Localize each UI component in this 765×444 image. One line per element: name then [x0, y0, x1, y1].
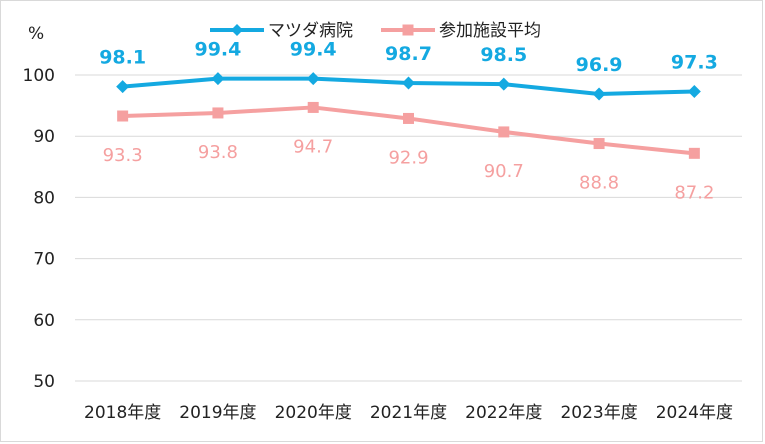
data-label: 99.4: [290, 39, 337, 61]
x-tick-label: 2021年度: [370, 403, 447, 423]
x-tick-label: 2023年度: [560, 403, 637, 423]
data-label: 88.8: [579, 173, 619, 194]
y-axis-unit-label: %: [28, 24, 44, 44]
data-label: 99.4: [194, 39, 241, 61]
data-point: [497, 77, 511, 91]
legend-marker: [402, 24, 414, 36]
data-label: 93.8: [198, 142, 238, 163]
data-point: [307, 101, 319, 113]
data-point: [688, 147, 700, 159]
data-label: 98.5: [480, 44, 527, 66]
data-label: 98.1: [99, 47, 146, 69]
x-tick-label: 2018年度: [84, 403, 161, 423]
gridlines: [75, 74, 742, 382]
data-point: [117, 110, 129, 122]
y-tick-label: 70: [33, 250, 55, 270]
y-tick-label: 80: [33, 188, 55, 208]
data-point: [592, 87, 606, 101]
y-tick-label: 50: [33, 372, 55, 392]
data-label: 87.2: [674, 182, 714, 203]
data-label: 93.3: [103, 145, 143, 166]
y-tick-label: 90: [33, 127, 55, 147]
y-tick-label: 60: [33, 311, 55, 331]
data-point: [212, 107, 224, 119]
data-label: 96.9: [576, 54, 623, 76]
legend: マツダ病院 参加施設平均: [210, 21, 541, 41]
legend-label: 参加施設平均: [439, 21, 541, 41]
axes: % 50 60 70 80 90 100 2018年度 2019年度 2020年度 2021年度 2…: [23, 24, 733, 423]
data-point: [306, 72, 320, 86]
data-point: [402, 76, 415, 90]
data-label: 98.7: [385, 43, 432, 65]
data-labels: 98.1 99.4 99.4 98.7 98.5 96.9 97.3 93.3 93.8 94.7…: [99, 39, 718, 204]
data-point: [498, 126, 510, 138]
x-tick-label: 2019年度: [179, 403, 256, 423]
data-label: 94.7: [293, 136, 333, 157]
data-point: [403, 112, 414, 124]
y-tick-label: 100: [23, 66, 55, 86]
data-label: 92.9: [388, 147, 428, 168]
x-tick-label: 2024年度: [656, 403, 733, 423]
data-point: [116, 80, 130, 94]
legend-marker: [231, 24, 243, 36]
x-tick-label: 2022年度: [465, 403, 542, 423]
data-point: [211, 72, 225, 86]
data-point: [593, 138, 605, 150]
data-label: 90.7: [484, 161, 524, 182]
series: [116, 72, 701, 159]
data-label: 97.3: [671, 52, 718, 74]
x-tick-label: 2020年度: [275, 403, 352, 423]
data-point: [687, 85, 701, 99]
legend-label: マツダ病院: [268, 21, 353, 41]
